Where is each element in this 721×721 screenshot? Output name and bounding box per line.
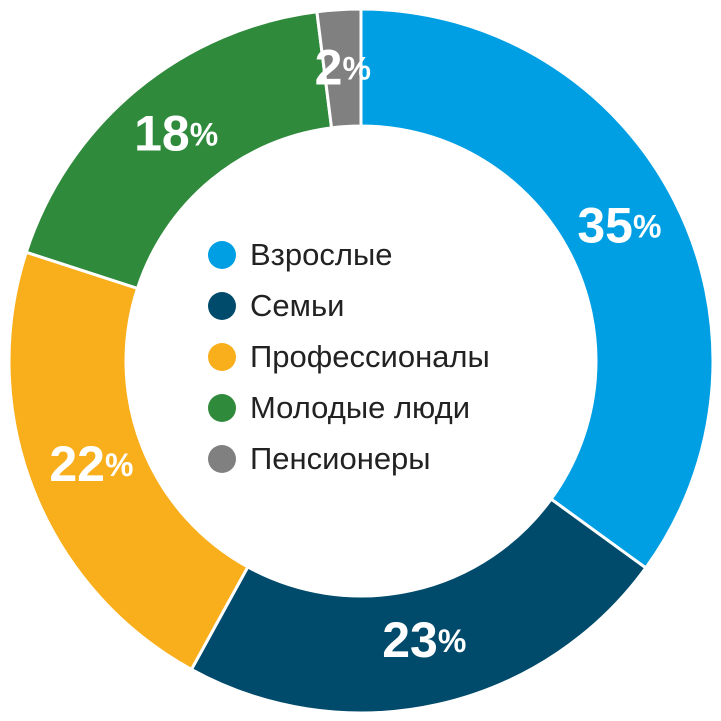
donut-segment [315, 7, 363, 130]
value-label: 35% [577, 198, 661, 254]
legend-swatch [208, 343, 236, 371]
donut-segment [189, 497, 648, 715]
value-label: 2% [315, 40, 371, 96]
legend-label: Профессионалы [250, 339, 490, 374]
donut-segment [359, 7, 715, 570]
legend-label: Семьи [250, 288, 344, 323]
legend-swatch [208, 241, 236, 269]
value-label: 18% [134, 106, 218, 162]
legend-swatch [208, 292, 236, 320]
value-label: 23% [382, 612, 466, 668]
legend-swatch [208, 445, 236, 473]
legend-label: Молодые люди [250, 390, 470, 425]
legend-label: Пенсионеры [250, 441, 431, 476]
donut-segment [24, 10, 334, 291]
donut-segment [7, 250, 250, 672]
legend-swatch [208, 394, 236, 422]
value-label: 22% [49, 436, 133, 492]
legend-label: Взрослые [250, 237, 392, 272]
